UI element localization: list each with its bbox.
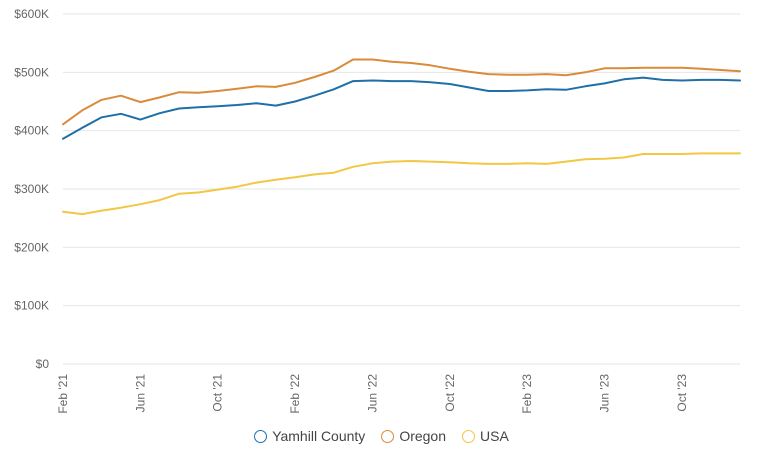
series-line-oregon[interactable] — [62, 58, 741, 126]
y-tick-label: $600K — [14, 7, 49, 21]
x-tick-label: Feb '21 — [56, 374, 70, 414]
legend-swatch-oregon-icon — [381, 429, 395, 443]
y-axis-ticks: $0 $100K $200K $300K $400K $500K $600K — [14, 7, 49, 371]
legend: Yamhill County Oregon USA — [0, 428, 763, 444]
gridlines — [63, 13, 740, 365]
y-tick-label: $100K — [14, 299, 49, 313]
series-line-usa[interactable] — [62, 152, 741, 216]
legend-item-oregon[interactable]: Oregon — [381, 428, 446, 444]
series-lines — [62, 58, 741, 216]
legend-label: Oregon — [399, 428, 447, 444]
x-tick-label: Jun '21 — [133, 374, 147, 413]
line-chart: $0 $100K $200K $300K $400K $500K $600K Feb '21… — [14, 7, 741, 414]
y-tick-label: $400K — [14, 124, 49, 138]
x-tick-label: Feb '22 — [288, 374, 302, 414]
x-tick-label: Oct '23 — [675, 374, 689, 412]
y-tick-label: $500K — [14, 65, 49, 79]
series-line-yamhill-county[interactable] — [62, 76, 741, 140]
legend-label: USA — [480, 428, 509, 444]
legend-label: Yamhill County — [272, 428, 366, 444]
y-tick-label: $200K — [14, 240, 49, 254]
legend-item-yamhill-county[interactable]: Yamhill County — [254, 428, 365, 444]
legend-swatch-usa-icon — [462, 429, 476, 443]
x-tick-label: Jun '22 — [365, 374, 379, 413]
legend-swatch-yamhill-icon — [254, 429, 268, 443]
x-tick-label: Oct '22 — [443, 374, 457, 412]
y-tick-label: $0 — [36, 357, 50, 371]
legend-item-usa[interactable]: USA — [462, 428, 509, 444]
x-tick-label: Jun '23 — [598, 374, 612, 413]
x-tick-label: Feb '23 — [520, 374, 534, 414]
y-tick-label: $300K — [14, 182, 49, 196]
x-tick-label: Oct '21 — [211, 374, 225, 412]
x-axis-ticks: Feb '21 Jun '21 Oct '21 Feb '22 Jun '22 Oct '… — [56, 374, 689, 414]
